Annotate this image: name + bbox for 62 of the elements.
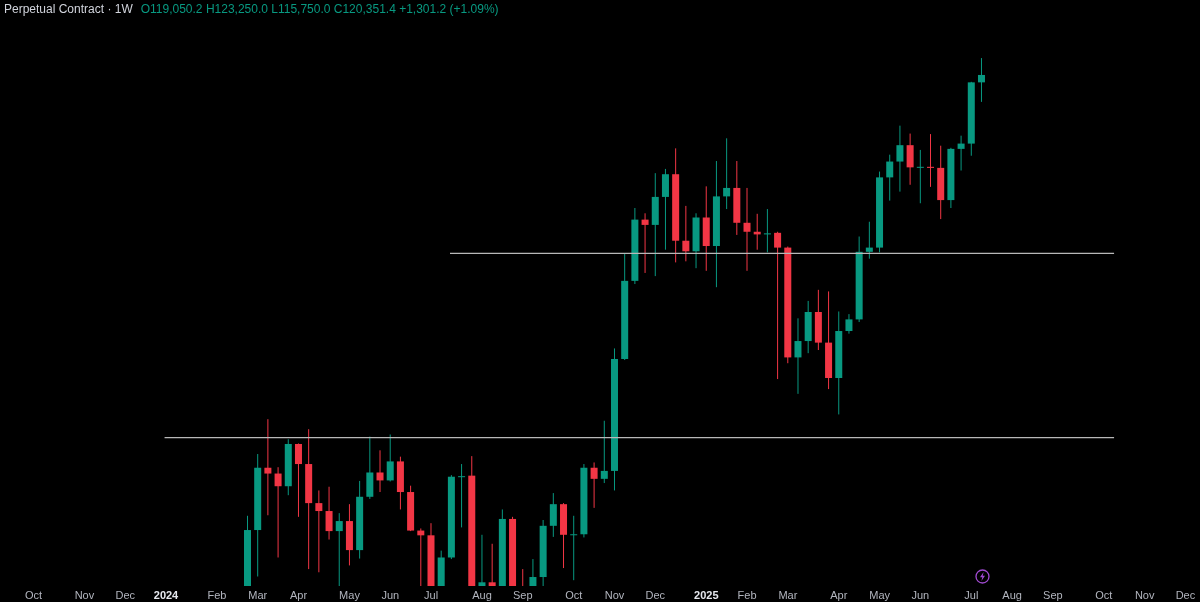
candlestick [376,449,384,493]
candlestick [458,463,466,528]
x-tick-label: Dec [1175,589,1196,601]
candlestick [906,133,914,186]
x-tick-label: 2025 [694,589,719,601]
candlestick [794,317,802,395]
x-tick-label: Nov [1134,589,1155,601]
x-tick-label: Dec [115,589,136,601]
x-tick-label: Mar [248,589,268,601]
candlestick [661,168,669,251]
chart-subtitle: O119,050.2 H123,250.0 L115,750.0 C120,351.4 +1,301.2 (+1.09%) [140,2,499,16]
candlestick [682,205,690,262]
x-tick-label: May [869,589,891,601]
x-tick-label: Aug [1002,589,1022,601]
x-tick-label: 2024 [153,589,180,601]
x-tick-label: Mar [778,589,798,601]
candlestick [488,543,496,586]
candlestick [845,313,853,335]
chart-title: Perpetual Contract · 1W [4,2,133,16]
candlestick [723,137,731,210]
x-tick-label: Apr [289,589,308,601]
x-tick-label: Sep [1043,589,1063,601]
candlestick [549,492,557,538]
candlestick [325,486,333,541]
candlestick [886,154,894,202]
candlestick [264,418,272,516]
candlestick [315,489,323,573]
candlestick [590,461,598,509]
candlestick [641,212,649,274]
x-tick-label: Jun [381,589,400,601]
candlestick [957,135,965,172]
candlestick [570,515,578,581]
candlestick [529,558,537,586]
candlestick [763,208,771,253]
x-tick-label: May [339,589,361,601]
candlestick [977,57,985,103]
x-tick-label: Oct [1095,589,1113,601]
candlestick [600,420,608,484]
x-tick-label: Oct [24,589,43,601]
candlestick [335,512,343,586]
candlestick [743,187,751,272]
x-tick-label: Nov [74,589,95,601]
x-tick-label: Nov [604,589,625,601]
candlestick [774,231,782,380]
x-tick-label: Feb [737,589,757,601]
x-tick-label: Jul [964,589,979,601]
x-tick-label: Aug [472,589,492,601]
x-tick-label: Sep [513,589,533,601]
candlestick [386,433,394,482]
candlestick [274,466,282,558]
x-tick-label: Jul [424,589,439,601]
candlestick [865,221,873,260]
candlestick [916,149,924,204]
x-tick-label: Apr [830,589,848,601]
x-tick-label: Oct [565,589,583,601]
x-tick-label: Feb [207,589,227,601]
candlestick [927,133,935,188]
x-tick-label: Dec [645,589,666,601]
candlestick [294,442,302,518]
candlestick [478,534,486,586]
x-tick-label: Jun [911,589,930,601]
candlestick [896,125,904,193]
